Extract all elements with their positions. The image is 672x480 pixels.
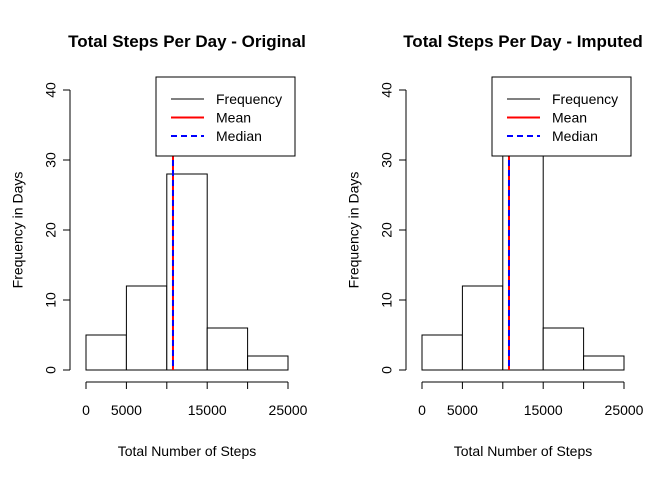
histogram-bar-1	[461, 285, 504, 371]
y-tick-label: 10	[43, 292, 59, 308]
x-tick-label: 5000	[111, 402, 142, 418]
histogram-original-panel: Total Steps Per Day - Original 0 10 20 30 40 0…	[10, 32, 308, 459]
histogram-bar-0	[421, 334, 463, 371]
y-tick-label: 0	[43, 366, 59, 374]
x-tick-label: 5000	[447, 402, 478, 418]
y-tick-label: 40	[43, 82, 59, 98]
x-tick-label: 25000	[605, 402, 644, 418]
y-tick-label: 40	[379, 82, 395, 98]
legend-label-mean: Mean	[216, 110, 251, 126]
histogram-bar-4	[583, 355, 625, 371]
x-axis-label: Total Number of Steps	[118, 443, 257, 459]
x-tick-label: 15000	[188, 402, 227, 418]
histogram-bar-0	[85, 334, 127, 371]
x-axis-label: Total Number of Steps	[454, 443, 593, 459]
x-tick-label: 0	[82, 402, 90, 418]
x-tick-label: 0	[418, 402, 426, 418]
y-tick-label: 30	[43, 152, 59, 168]
histogram-bar-3	[206, 327, 249, 371]
legend-label-mean: Mean	[552, 110, 587, 126]
chart-legend: Frequency Mean Median	[491, 76, 632, 157]
legend-label-frequency: Frequency	[552, 91, 618, 107]
y-tick-label: 30	[379, 152, 395, 168]
histogram-imputed-panel: Total Steps Per Day - Imputed 0 10 20 30 40 0 5…	[346, 32, 644, 459]
legend-label-frequency: Frequency	[216, 91, 282, 107]
y-tick-label: 0	[379, 366, 395, 374]
histogram-bar-4	[247, 355, 289, 371]
chart-legend: Frequency Mean Median	[155, 76, 296, 157]
y-tick-label: 20	[379, 222, 395, 238]
y-axis-label: Frequency in Days	[10, 172, 26, 289]
x-tick-label: 15000	[524, 402, 563, 418]
y-tick-label: 10	[379, 292, 395, 308]
x-tick-label: 25000	[269, 402, 308, 418]
histogram-bar-1	[125, 285, 168, 371]
legend-label-median: Median	[216, 128, 262, 144]
y-tick-label: 20	[43, 222, 59, 238]
histogram-bar-3	[542, 327, 585, 371]
chart-title: Total Steps Per Day - Original	[68, 32, 306, 51]
legend-label-median: Median	[552, 128, 598, 144]
y-axis-label: Frequency in Days	[346, 172, 362, 289]
chart-title: Total Steps Per Day - Imputed	[403, 32, 643, 51]
